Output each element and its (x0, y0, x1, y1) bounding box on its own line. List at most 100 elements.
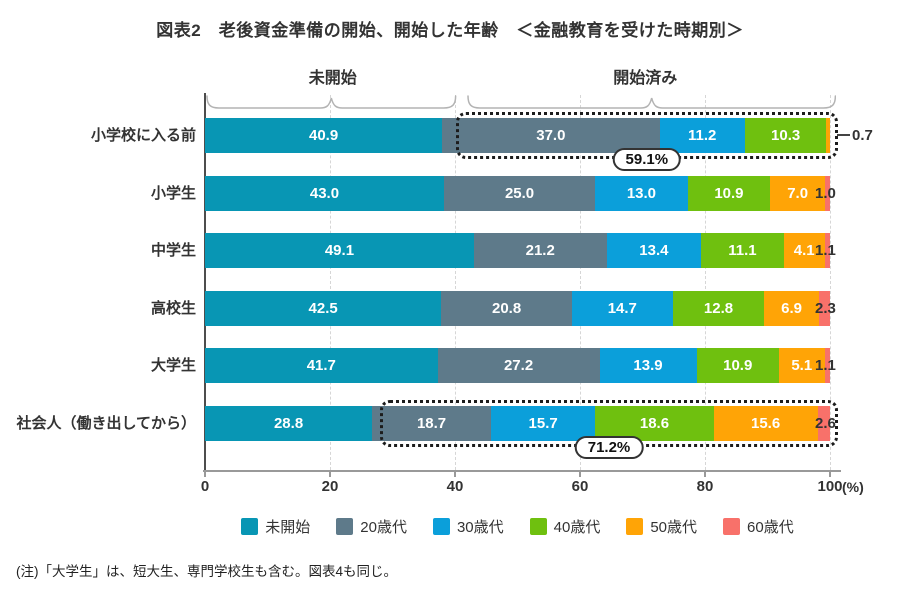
bar-segment: 43.0 (205, 176, 444, 211)
bar-row: 大学生 41.7 27.2 13.9 10.9 5.1 1.1 (151, 348, 836, 383)
bar-value-label: 12.8 (703, 300, 734, 317)
bar-row: 高校生 42.5 20.8 14.7 12.8 6.9 2.3 (151, 291, 836, 326)
highlight-callout: 71.2% (574, 436, 644, 459)
bar-value-label: 15.7 (528, 415, 558, 432)
bar-segment: 10.3 (744, 118, 827, 153)
bar-segment: 27.2 (437, 348, 600, 383)
group-brace (206, 95, 457, 111)
bar-segment: 49.1 (205, 233, 474, 268)
category-label: 小学校に入る前 (90, 127, 196, 144)
bar-segment: 15.6 (713, 406, 818, 441)
legend-item: 30歳代 (432, 516, 504, 537)
bar-segment: 10.9 (696, 348, 779, 383)
bar-value-label: 11.2 (688, 127, 717, 144)
bar-segment: 20.8 (441, 291, 572, 326)
outside-value-label: 1.1 (815, 357, 836, 374)
bar-value-label: 10.9 (714, 185, 744, 202)
legend-swatch (241, 518, 259, 535)
chart-title: 図表2 老後資金準備の開始、開始した年齢 ＜金融教育を受けた時期別＞ (156, 21, 744, 40)
bar-value-label: 27.2 (503, 357, 534, 374)
legend-label: 20歳代 (360, 519, 407, 536)
bar-segment (824, 348, 830, 383)
bar-value-label: 7.0 (787, 185, 809, 202)
gridline-20 (330, 95, 331, 470)
category-label: 大学生 (150, 357, 196, 374)
bar-value-label: 13.4 (639, 242, 669, 259)
bar-segment: 25.0 (443, 176, 596, 211)
leader-line (837, 134, 850, 136)
gridline-100 (830, 95, 831, 470)
legend-item: 50歳代 (626, 516, 697, 537)
bar-value-label: 20.8 (491, 300, 522, 317)
bar-segment (826, 118, 830, 153)
x-tick-label-0: 0 (200, 478, 210, 495)
bar-value-label: 13.9 (633, 357, 663, 374)
legend-swatch (336, 518, 354, 535)
bar-row: 小学校に入る前 40.9 37.0 11.2 10.3 0.7 (91, 118, 873, 153)
outside-value-label: 2.6 (815, 415, 836, 432)
bar-segment: 21.2 (473, 233, 607, 268)
curly-brace-icon (466, 95, 836, 109)
footnote: (注)「大学生」は、短大生、専門学校生も含む。図表4も同じ。 (16, 564, 397, 579)
bar-segment: 37.0 (442, 118, 660, 153)
bar-segment: 11.1 (701, 233, 784, 268)
bar-value-label: 41.7 (306, 357, 336, 374)
bar-value-label: 49.1 (324, 242, 355, 259)
x-axis-line (203, 470, 841, 472)
legend: 未開始 20歳代 30歳代 40歳代 50歳代 60歳代 (205, 516, 830, 537)
group-label: 未開始 (308, 70, 357, 87)
legend-swatch (723, 518, 741, 535)
bar-segment: 42.5 (205, 291, 442, 326)
bar-value-label: 14.7 (607, 300, 637, 317)
category-label: 高校生 (150, 300, 196, 317)
bar-value-label: 4.1 (793, 242, 815, 259)
bar-segment: 11.2 (659, 118, 745, 153)
bar-value-label: 5.1 (791, 357, 813, 374)
legend-swatch (432, 518, 450, 535)
outside-value-label: 0.7 (852, 127, 873, 144)
gridline-60 (580, 95, 581, 470)
legend-swatch (529, 518, 547, 535)
legend-item: 未開始 (241, 516, 310, 537)
bar-segment: 13.9 (599, 348, 697, 383)
x-tick-20 (329, 470, 331, 477)
group-label: 開始済み (613, 70, 678, 87)
outside-value-label: 1.0 (815, 185, 836, 202)
x-tick-label-100: 100 (817, 478, 843, 495)
bar-value-label: 18.7 (416, 415, 447, 432)
bar-value-label: 28.8 (273, 415, 304, 432)
x-tick-80 (704, 470, 706, 477)
x-tick-60 (579, 470, 581, 477)
legend-label: 30歳代 (456, 519, 504, 536)
legend-swatch (626, 518, 644, 535)
axis-unit-label: (%) (842, 479, 864, 495)
bar-row: 中学生 49.1 21.2 13.4 11.1 4.1 1.1 (151, 233, 836, 268)
legend-label: 40歳代 (553, 519, 601, 536)
x-tick-0 (204, 470, 206, 477)
highlight-rect: 71.2% (380, 400, 838, 459)
legend-label: 50歳代 (650, 519, 698, 536)
bar-value-label: 10.3 (771, 127, 801, 144)
legend-label: 未開始 (265, 519, 311, 536)
bar-segment: 13.0 (595, 176, 688, 211)
x-tick-label-40: 40 (446, 478, 464, 495)
bar-segment (817, 406, 830, 441)
highlight-callout: 59.1% (612, 148, 682, 171)
bar-segment: 13.4 (606, 233, 702, 268)
bar-segment: 18.7 (372, 406, 491, 441)
bar-segment: 4.1 (783, 233, 825, 268)
bar-value-label: 6.9 (781, 300, 802, 317)
bar-row: 社会人（働き出してから） 28.8 18.7 15.7 18.6 15.6 2.6 (16, 406, 836, 441)
bar-value-label: 18.6 (639, 415, 670, 432)
category-label: 社会人（働き出してから） (16, 415, 196, 432)
bar-segment: 7.0 (770, 176, 826, 211)
x-tick-label-60: 60 (571, 478, 589, 495)
bar-row: 小学生 43.0 25.0 13.0 10.9 7.0 1.0 (151, 176, 836, 211)
bar-segment: 6.9 (764, 291, 819, 326)
gridline-40 (455, 95, 456, 470)
bar-value-label: 37.0 (536, 127, 566, 144)
x-tick-40 (454, 470, 456, 477)
outside-value-label: 2.3 (815, 300, 836, 317)
x-tick-label-80: 80 (696, 478, 714, 495)
